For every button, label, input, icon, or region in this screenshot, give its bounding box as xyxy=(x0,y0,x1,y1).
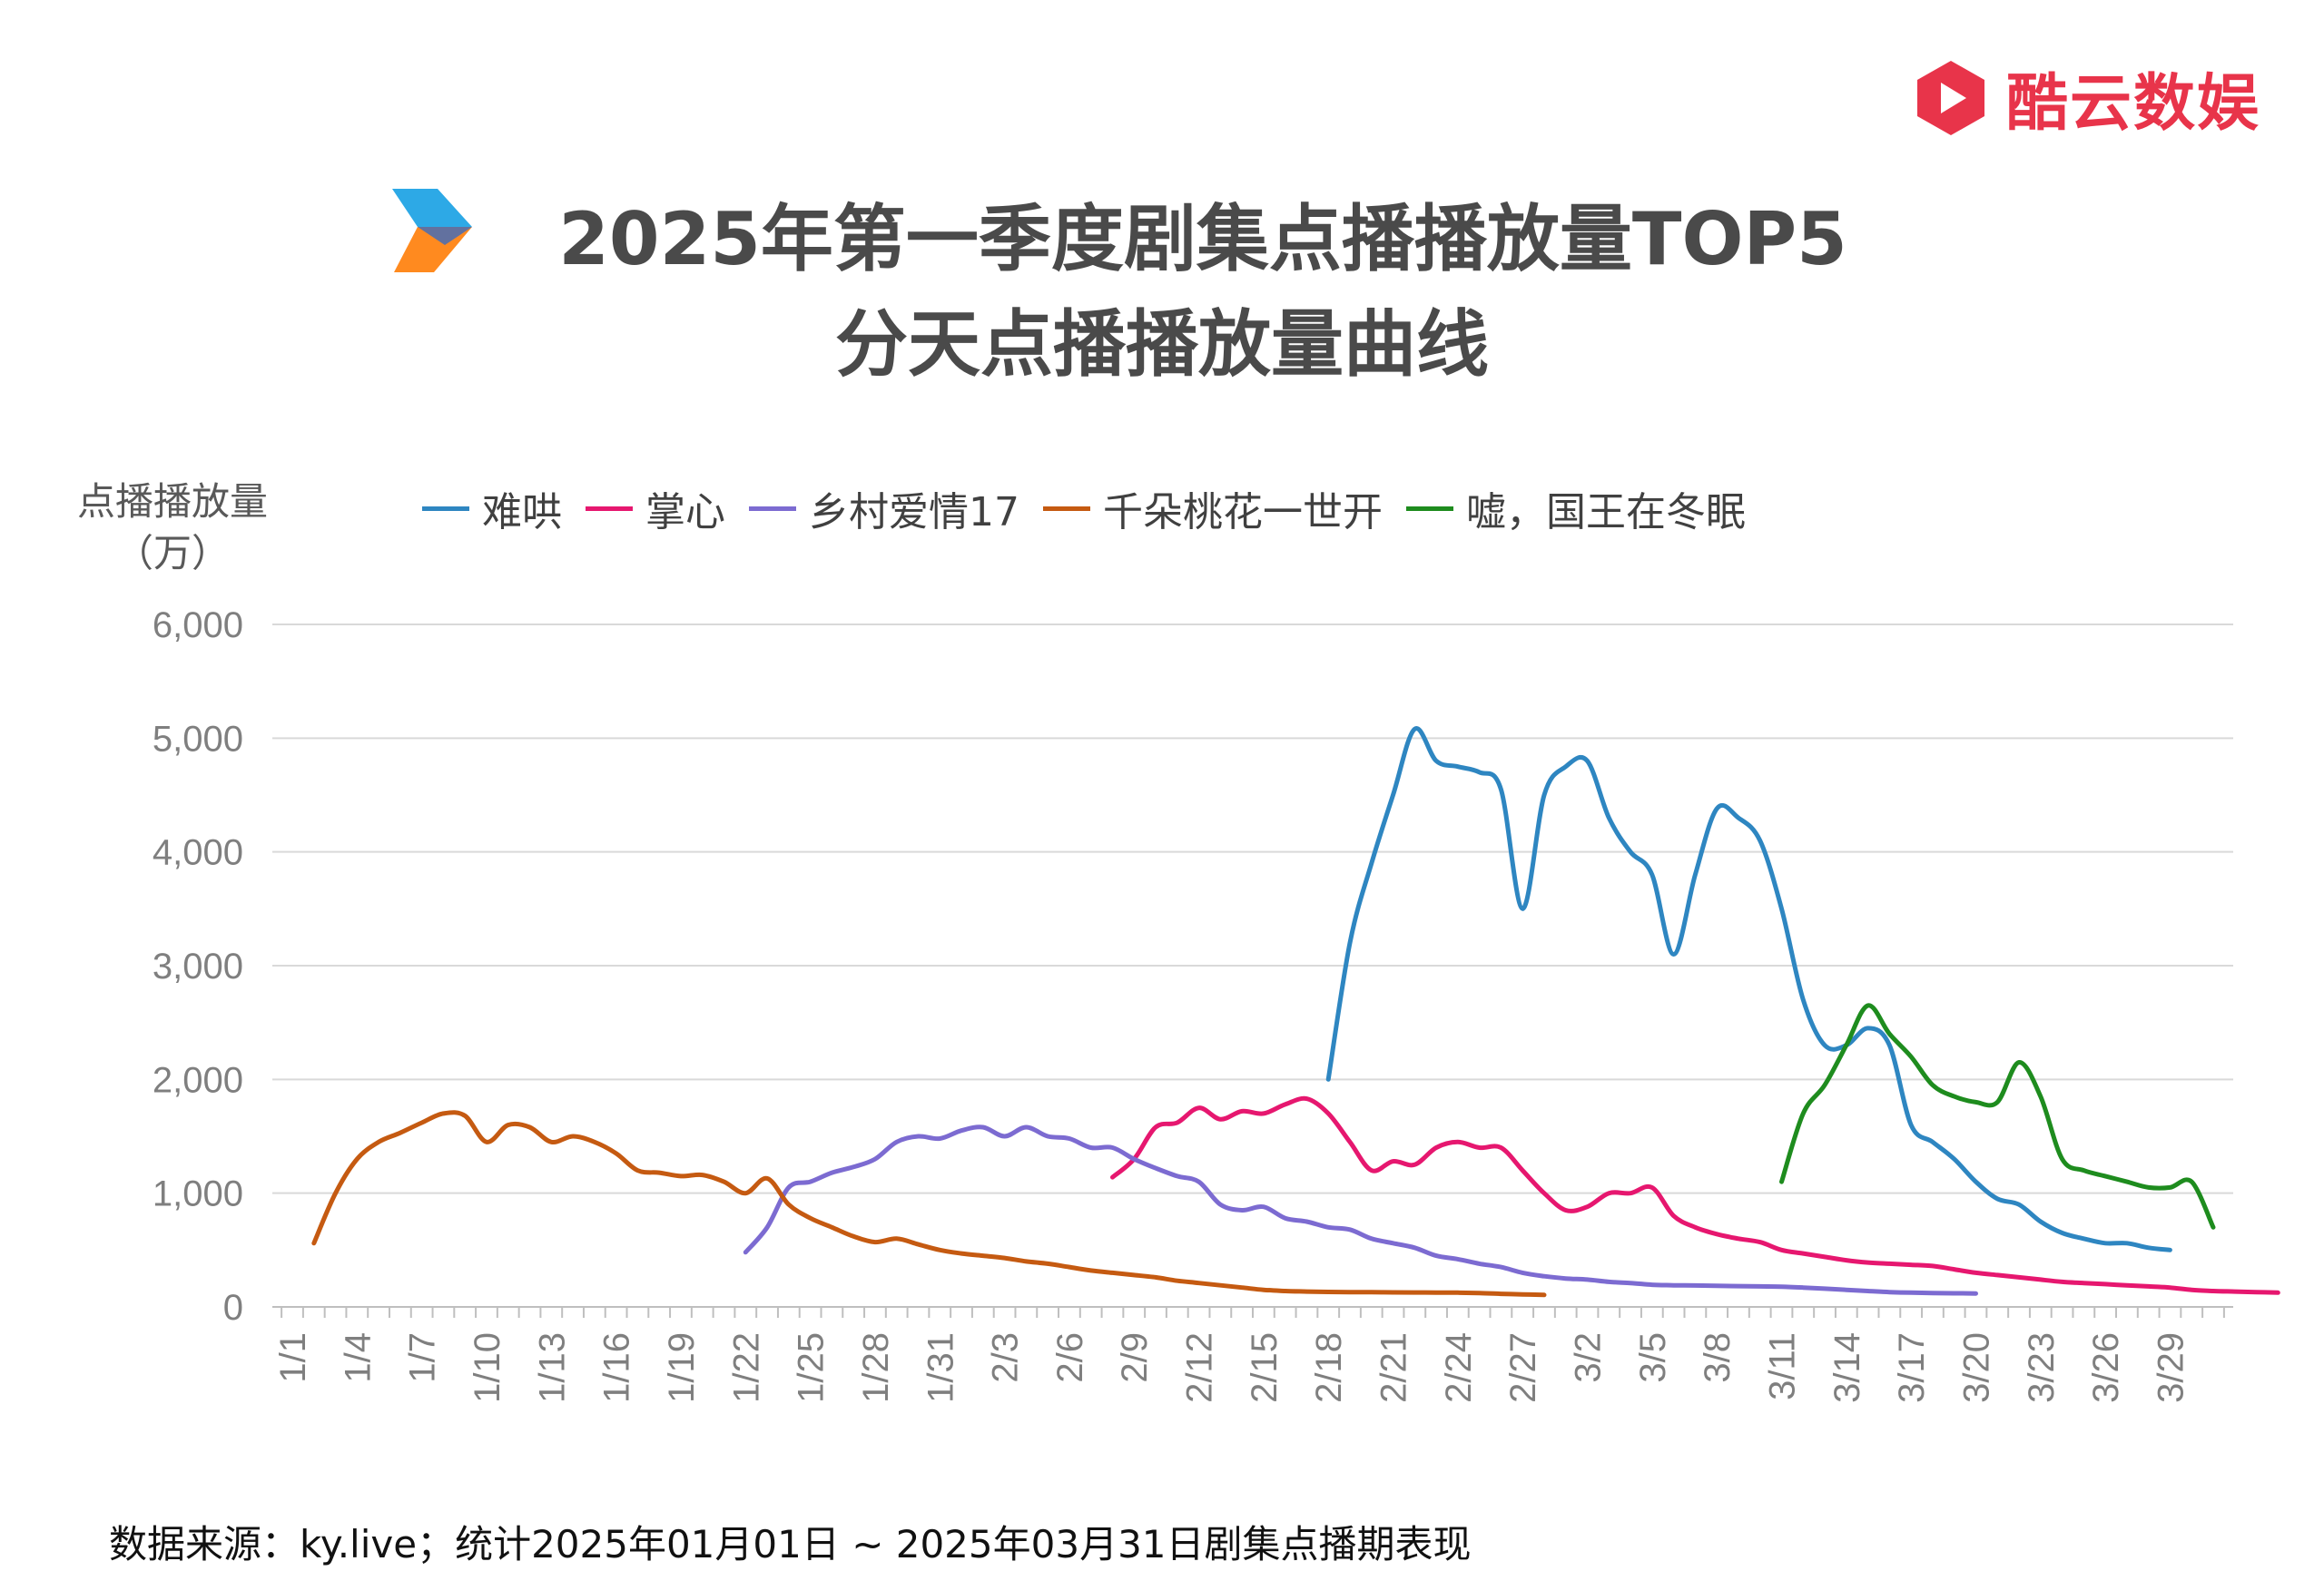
chart-legend: 难哄 掌心 乡村爱情17 千朵桃花一世开 嘘，国王在冬眠 xyxy=(422,479,1769,537)
title-play-icon xyxy=(392,189,472,272)
legend-swatch xyxy=(1043,506,1090,511)
legend-swatch xyxy=(586,506,633,511)
x-tick-label: 3/8 xyxy=(1698,1332,1738,1383)
series-line-0 xyxy=(1325,726,2172,1252)
y-axis-label-line1: 点播播放量 xyxy=(76,479,268,524)
y-axis-label-line2: （万） xyxy=(114,530,230,575)
series-line-2 xyxy=(743,1124,1978,1296)
legend-label: 乡村爱情17 xyxy=(809,489,1019,535)
x-tick-label: 2/18 xyxy=(1309,1332,1349,1403)
legend-item: 难哄 xyxy=(422,479,562,537)
x-tick-label: 3/5 xyxy=(1633,1332,1673,1383)
x-tick-label: 2/21 xyxy=(1374,1332,1414,1403)
x-tick-label: 1/19 xyxy=(662,1332,702,1403)
y-tick-label: 3,000 xyxy=(153,947,243,987)
legend-swatch xyxy=(749,506,796,511)
legend-label: 掌心 xyxy=(645,489,725,535)
x-tick-label: 2/3 xyxy=(986,1332,1026,1383)
x-tick-label: 3/11 xyxy=(1762,1332,1802,1400)
y-axis-label: 点播播放量 （万） xyxy=(36,476,309,579)
legend-item: 嘘，国王在冬眠 xyxy=(1406,479,1746,537)
x-tick-label: 1/28 xyxy=(856,1332,896,1403)
y-tick-label: 6,000 xyxy=(153,605,243,645)
chart-title-line1: 2025年第一季度剧集点播播放量TOP5 xyxy=(558,197,1847,281)
x-tick-label: 3/20 xyxy=(1956,1332,1996,1403)
y-tick-label: 5,000 xyxy=(153,719,243,759)
legend-label: 千朵桃花一世开 xyxy=(1103,489,1383,535)
y-tick-label: 4,000 xyxy=(153,833,243,873)
x-tick-label: 3/26 xyxy=(2086,1332,2126,1403)
series-line-4 xyxy=(1779,1003,2216,1230)
brand-play-icon xyxy=(1916,60,1984,135)
x-tick-label: 2/6 xyxy=(1050,1332,1090,1383)
x-tick-label: 3/14 xyxy=(1827,1332,1867,1403)
chart-title-line2: 分天点播播放量曲线 xyxy=(835,302,1489,387)
y-tick-label: 0 xyxy=(223,1288,243,1328)
brand-name: 酷云数娱 xyxy=(2005,68,2260,140)
brand-logo: 酷云数娱 xyxy=(1910,53,2260,142)
x-tick-label: 2/15 xyxy=(1245,1332,1285,1403)
x-tick-label: 1/16 xyxy=(597,1332,637,1403)
series-line-1 xyxy=(1110,1095,2280,1295)
x-tick-label: 2/12 xyxy=(1180,1332,1220,1403)
x-tick-label: 2/27 xyxy=(1503,1332,1543,1403)
x-tick-label: 1/7 xyxy=(403,1332,443,1383)
legend-label: 难哄 xyxy=(482,489,562,535)
series-line-3 xyxy=(311,1110,1547,1298)
x-tick-label: 3/17 xyxy=(1892,1332,1932,1403)
x-tick-label: 1/10 xyxy=(468,1332,507,1403)
x-tick-label: 1/25 xyxy=(792,1332,832,1403)
x-tick-label: 3/2 xyxy=(1569,1332,1609,1383)
y-tick-label: 2,000 xyxy=(153,1060,243,1100)
x-tick-label: 1/22 xyxy=(726,1332,766,1403)
legend-label: 嘘，国王在冬眠 xyxy=(1466,489,1746,535)
legend-swatch xyxy=(422,506,469,511)
x-tick-label: 2/9 xyxy=(1115,1332,1155,1383)
x-tick-label: 1/13 xyxy=(532,1332,572,1403)
data-source-note: 数据来源：ky.live；统计2025年01月01日 ~ 2025年03月31日… xyxy=(109,1522,1472,1566)
legend-item: 千朵桃花一世开 xyxy=(1043,479,1383,537)
x-tick-label: 3/29 xyxy=(2151,1332,2191,1403)
legend-swatch xyxy=(1406,506,1453,511)
x-tick-label: 1/31 xyxy=(921,1332,960,1403)
y-tick-label: 1,000 xyxy=(153,1174,243,1214)
x-tick-label: 2/24 xyxy=(1439,1332,1479,1403)
legend-item: 乡村爱情17 xyxy=(749,479,1019,537)
legend-item: 掌心 xyxy=(586,479,725,537)
x-tick-label: 3/23 xyxy=(2022,1332,2062,1403)
x-tick-label: 1/1 xyxy=(273,1332,313,1383)
x-tick-label: 1/4 xyxy=(338,1332,378,1383)
